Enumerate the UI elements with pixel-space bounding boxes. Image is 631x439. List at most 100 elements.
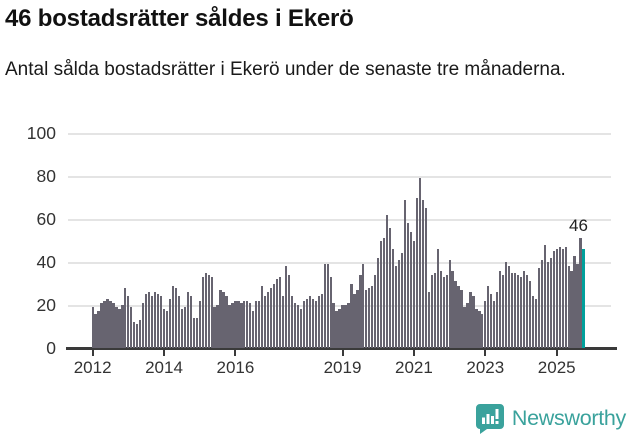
x-tick — [91, 349, 94, 356]
bar-chart: 0 20 40 60 80 100 2012 2014 2016 2019 2021 2023 202… — [26, 123, 617, 377]
newsworthy-logo-icon — [475, 403, 505, 434]
bar — [130, 307, 133, 348]
bar — [219, 289, 222, 348]
bar — [91, 307, 94, 348]
grid-line — [68, 176, 611, 178]
last-value-label: 46 — [569, 216, 588, 236]
bar — [350, 283, 353, 348]
bar — [353, 294, 356, 348]
bar — [228, 305, 231, 348]
bar — [246, 300, 249, 348]
y-tick-label: 100 — [26, 123, 56, 143]
bar — [400, 253, 404, 348]
y-tick-label: 20 — [36, 295, 56, 315]
bar — [124, 287, 127, 348]
bar — [555, 249, 558, 348]
bar — [460, 289, 463, 348]
bar — [207, 274, 210, 348]
highlighted-bar — [582, 249, 585, 348]
bar — [525, 274, 529, 348]
bar — [335, 311, 338, 348]
bar — [570, 270, 573, 348]
bar — [499, 270, 502, 348]
bar — [109, 300, 112, 348]
bar — [561, 249, 564, 348]
bar — [106, 298, 109, 348]
bar — [380, 240, 383, 348]
bar — [457, 285, 460, 348]
bar — [493, 300, 496, 348]
x-axis-line — [66, 347, 617, 350]
bar — [302, 300, 305, 348]
bar — [314, 300, 317, 348]
bar — [430, 274, 433, 348]
bar — [139, 320, 142, 348]
bar — [121, 305, 124, 348]
bar — [439, 270, 442, 348]
bar — [103, 300, 106, 348]
bar — [505, 262, 508, 348]
bar — [579, 238, 582, 348]
bar — [255, 300, 258, 348]
bar — [341, 305, 344, 348]
newsworthy-logo[interactable]: Newsworthy — [475, 403, 626, 434]
bar — [368, 287, 371, 348]
bar — [225, 296, 228, 348]
bar — [231, 302, 234, 348]
bar — [237, 300, 240, 348]
bar — [552, 251, 555, 348]
x-tick — [341, 349, 344, 356]
bar — [249, 302, 252, 348]
bar — [386, 214, 389, 348]
page-title: 46 bostadsrätter såldes i Ekerö — [5, 5, 354, 32]
bar — [326, 264, 329, 348]
bar — [573, 255, 576, 348]
bar — [159, 296, 163, 348]
bar — [278, 277, 282, 348]
bar — [299, 309, 302, 348]
bar — [174, 287, 178, 348]
bar — [454, 281, 457, 348]
bar — [142, 302, 145, 348]
bar — [516, 274, 520, 348]
bar — [558, 246, 561, 348]
bar — [371, 285, 374, 348]
bar — [195, 317, 198, 348]
bar — [296, 305, 300, 348]
bar — [510, 272, 514, 348]
bar — [189, 296, 192, 348]
chart-subtitle: Antal sålda bostadsrätter i Ekerö under … — [5, 59, 566, 80]
bar — [362, 264, 365, 348]
bar — [567, 266, 570, 348]
grid-line — [68, 219, 611, 221]
bar — [490, 294, 493, 348]
bar — [118, 309, 121, 348]
bar — [305, 298, 308, 348]
bar — [216, 305, 219, 348]
bar — [252, 311, 255, 348]
x-tick-label: 2023 — [466, 358, 505, 377]
bar — [136, 324, 139, 348]
bar — [424, 208, 427, 348]
bar — [115, 307, 118, 348]
bar — [469, 292, 472, 348]
bar — [97, 311, 100, 348]
bar — [403, 199, 407, 348]
bar — [409, 231, 413, 348]
bar — [466, 302, 469, 348]
x-tick — [163, 349, 166, 356]
y-tick-label: 0 — [46, 338, 56, 358]
bar — [243, 300, 246, 348]
bar — [234, 300, 237, 348]
bar — [484, 300, 487, 348]
x-tick-label: 2021 — [395, 358, 433, 377]
bar — [522, 270, 526, 348]
bar — [448, 259, 451, 348]
bar — [270, 287, 273, 348]
bar — [531, 296, 535, 348]
bar — [418, 178, 421, 348]
bar — [151, 296, 154, 348]
x-tick — [234, 349, 237, 356]
bar — [394, 266, 398, 348]
bar — [317, 296, 320, 348]
